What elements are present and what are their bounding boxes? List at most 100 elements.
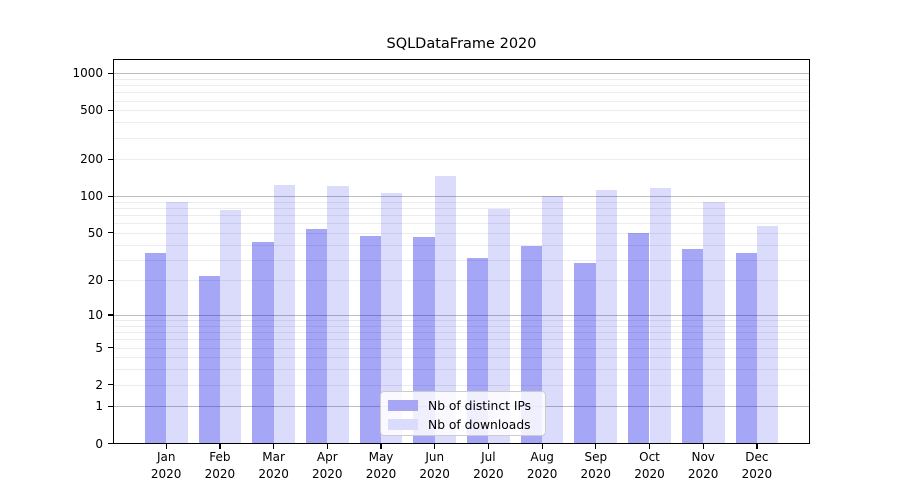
x-tick-month: Oct — [639, 450, 660, 464]
legend-row-distinct-ips: Nb of distinct IPs — [388, 396, 545, 415]
bar-downloads-aug — [542, 196, 564, 444]
x-tick-mark — [434, 444, 436, 449]
y-tick-mark — [108, 109, 113, 111]
x-tick-mark — [326, 444, 328, 449]
y-tick-mark — [108, 442, 113, 445]
bar-distinct-ips-dec — [735, 253, 757, 444]
x-tick-mark — [541, 444, 543, 449]
legend-row-downloads: Nb of downloads — [388, 415, 545, 434]
minor-gridline — [114, 244, 809, 246]
x-tick-month: May — [368, 450, 394, 464]
y-tick-label: 200 — [80, 152, 103, 167]
minor-gridline — [114, 320, 809, 322]
x-tick-year: 2020 — [580, 466, 612, 481]
legend-swatch-downloads — [388, 419, 418, 430]
minor-gridline — [114, 280, 809, 282]
major-gridline — [114, 196, 809, 198]
y-tick-mark — [108, 384, 113, 386]
x-tick-label-may: May 2020 — [353, 449, 409, 482]
x-tick-year: 2020 — [526, 466, 558, 481]
minor-gridline — [114, 232, 809, 234]
x-tick-month: Mar — [262, 450, 285, 464]
bar-downloads-mar — [273, 184, 295, 444]
x-tick-month: Sep — [584, 450, 608, 464]
minor-gridline — [114, 339, 809, 341]
x-tick-mark — [648, 444, 651, 449]
x-tick-month: Feb — [209, 450, 231, 464]
minor-gridline — [114, 369, 809, 371]
x-tick-year: 2020 — [634, 466, 665, 481]
x-tick-year: 2020 — [741, 466, 773, 481]
major-gridline — [114, 315, 809, 316]
x-tick-month: Aug — [530, 450, 554, 464]
x-tick-mark — [595, 444, 597, 449]
legend-swatch-distinct-ips — [388, 400, 418, 411]
minor-gridline — [114, 332, 809, 334]
x-tick-year: 2020 — [473, 466, 504, 481]
x-tick-month: Jul — [481, 450, 496, 464]
bar-downloads-dec — [756, 225, 779, 444]
bar-distinct-ips-may — [359, 236, 381, 444]
minor-gridline — [114, 259, 809, 261]
bar-downloads-apr — [327, 185, 349, 444]
minor-gridline — [114, 122, 809, 124]
x-tick-year: 2020 — [150, 466, 182, 481]
minor-gridline — [114, 100, 809, 102]
y-tick-mark — [108, 405, 113, 408]
x-tick-label-apr: Apr 2020 — [299, 449, 355, 482]
x-tick-month: Jun — [425, 450, 445, 464]
x-tick-year: 2020 — [312, 466, 343, 481]
minor-gridline — [114, 110, 809, 112]
x-tick-label-feb: Feb 2020 — [192, 449, 248, 482]
y-tick-label: 20 — [87, 273, 103, 288]
bar-downloads-jan — [166, 201, 188, 444]
minor-gridline — [114, 215, 809, 217]
minor-gridline — [114, 78, 809, 80]
minor-gridline — [114, 384, 809, 386]
bar-distinct-ips-oct — [628, 232, 650, 444]
minor-gridline — [114, 92, 809, 94]
x-tick-month: Dec — [745, 450, 769, 464]
y-tick-label: 1 — [95, 399, 103, 414]
bar-downloads-jun — [434, 176, 457, 444]
x-tick-year: 2020 — [419, 466, 450, 481]
minor-gridline — [114, 159, 809, 161]
y-tick-label: 2 — [95, 377, 103, 392]
y-tick-mark — [108, 195, 113, 197]
x-tick-month: Nov — [691, 450, 715, 464]
x-tick-year: 2020 — [204, 466, 236, 481]
x-tick-label-oct: Oct 2020 — [622, 449, 678, 482]
y-tick-mark — [108, 72, 113, 74]
y-tick-mark — [108, 232, 113, 234]
bar-distinct-ips-mar — [252, 241, 274, 444]
bar-distinct-ips-sep — [574, 263, 596, 444]
x-tick-mark — [756, 444, 758, 449]
y-tick-label: 10 — [87, 308, 103, 322]
x-tick-label-mar: Mar 2020 — [246, 449, 302, 482]
major-gridline — [114, 73, 809, 75]
bar-downloads-may — [381, 193, 403, 444]
x-tick-mark — [487, 444, 490, 449]
minor-gridline — [114, 347, 809, 349]
bar-downloads-nov — [703, 201, 725, 444]
x-tick-label-aug: Aug 2020 — [514, 449, 570, 482]
minor-gridline — [114, 201, 809, 203]
x-tick-label-nov: Nov 2020 — [675, 449, 731, 482]
x-tick-year: 2020 — [258, 466, 289, 481]
minor-gridline — [114, 223, 809, 225]
chart-title: SQLDataFrame 2020 — [386, 36, 537, 52]
x-tick-mark — [380, 444, 382, 449]
minor-gridline — [114, 137, 809, 139]
y-tick-label: 0 — [95, 436, 103, 451]
y-tick-label: 500 — [80, 103, 103, 118]
x-tick-label-jul: Jul 2020 — [460, 449, 516, 482]
minor-gridline — [114, 85, 809, 87]
bar-downloads-oct — [649, 188, 671, 444]
y-tick-label: 1000 — [72, 66, 103, 81]
minor-gridline — [114, 325, 809, 327]
x-tick-year: 2020 — [687, 466, 719, 481]
bar-distinct-ips-feb — [198, 275, 220, 444]
x-tick-mark — [702, 444, 704, 449]
y-tick-label: 5 — [95, 340, 103, 355]
